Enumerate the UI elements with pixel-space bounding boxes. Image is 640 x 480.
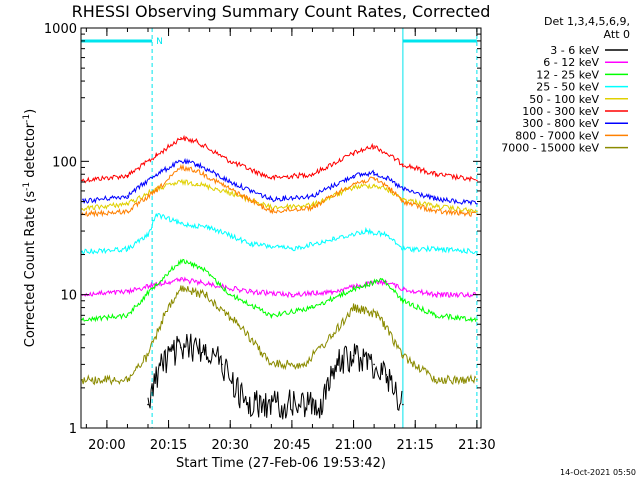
series-8-point-0: [147, 403, 149, 406]
legend-header-line-2: Att 0: [604, 28, 630, 41]
series-8-line: [147, 333, 403, 420]
series-0: [81, 134, 478, 184]
x-tick-label-3: 20:45: [273, 438, 310, 453]
legend-label-2: 12 - 25 keV: [536, 68, 599, 81]
series-2-point-5: [229, 192, 231, 194]
x-axis-label: Start Time (27-Feb-06 19:53:42): [176, 456, 386, 471]
series-7-point-13: [435, 379, 437, 381]
series-4: [81, 213, 478, 256]
series-0-point-13: [476, 179, 478, 182]
series-7-point-6: [237, 323, 240, 326]
series-1: [81, 157, 478, 206]
series-6-line: [81, 258, 477, 323]
series-6-point-12: [476, 318, 478, 321]
x-tick-label-5: 21:15: [396, 438, 433, 453]
legend-label-5: 100 - 300 keV: [522, 105, 599, 118]
series-5-line: [81, 276, 477, 299]
y-tick-label-2: 100: [52, 155, 77, 170]
series-2-point-13: [476, 210, 478, 213]
series-2-line: [81, 178, 477, 215]
y-tick-label-3: 1000: [44, 22, 77, 37]
series-7-point-0: [81, 379, 83, 381]
series-4-point-13: [476, 250, 478, 253]
series-7-line: [81, 285, 477, 386]
series-8: [147, 333, 404, 420]
series-5: [81, 276, 478, 299]
series-0-point-9: [373, 145, 375, 147]
series-6-point-4: [200, 266, 203, 269]
series-7-point-2: [147, 354, 149, 357]
series-7: [81, 285, 478, 386]
series-7-point-14: [476, 379, 478, 381]
series-8-point-9: [373, 363, 375, 366]
series-5-point-5: [250, 291, 252, 293]
series-0-line: [81, 134, 476, 184]
legend-label-8: 7000 - 15000 keV: [501, 142, 599, 155]
series-8-point-11: [402, 403, 404, 406]
series-1-point-2: [155, 173, 157, 176]
series-1-line: [82, 157, 477, 206]
plot-frame: [80, 27, 482, 429]
legend-label-6: 300 - 800 keV: [522, 117, 599, 130]
x-tick-label-2: 20:30: [211, 438, 248, 453]
y-tick-label-0: 1: [69, 422, 77, 437]
x-tick-label-0: 20:00: [88, 438, 125, 453]
legend-label-1: 6 - 12 keV: [543, 56, 599, 69]
series-layer: [81, 134, 478, 420]
legend-label-7: 800 - 7000 keV: [515, 129, 599, 142]
series-5-point-1: [126, 291, 129, 293]
y-tick-label-1: 10: [60, 289, 77, 304]
axes-layer: [80, 27, 482, 429]
chart-title: RHESSI Observing Summary Count Rates, Co…: [72, 2, 491, 21]
x-tick-label-4: 21:00: [335, 438, 372, 453]
legend-label-4: 50 - 100 keV: [529, 93, 599, 106]
series-0-point-3: [180, 137, 182, 139]
series-1-point-1: [126, 195, 129, 197]
ticks-layer: 20:00 20:15 20:30 20:45 21:00 21:15 21:30 1 10 10…: [44, 22, 496, 453]
series-3: [81, 163, 478, 218]
series-3-line: [81, 163, 476, 218]
x-tick-label-6: 21:30: [458, 438, 495, 453]
series-6: [81, 258, 478, 323]
legend-label-0: 3 - 6 keV: [550, 44, 599, 57]
y-axis-label: Corrected Count Rate (s-1 detector-1): [22, 109, 38, 347]
series-4-line: [81, 213, 477, 256]
series-1-point-8: [352, 174, 355, 177]
x-tick-label-1: 20:15: [150, 438, 187, 453]
series-1-point-13: [476, 203, 478, 205]
legend-header-line-1: Det 1,3,4,5,6,9,: [544, 15, 630, 28]
night-label-0: N: [156, 37, 163, 47]
footer-timestamp: 14-Oct-2021 05:50: [560, 468, 636, 477]
legend-label-3: 25 - 50 keV: [536, 81, 599, 94]
